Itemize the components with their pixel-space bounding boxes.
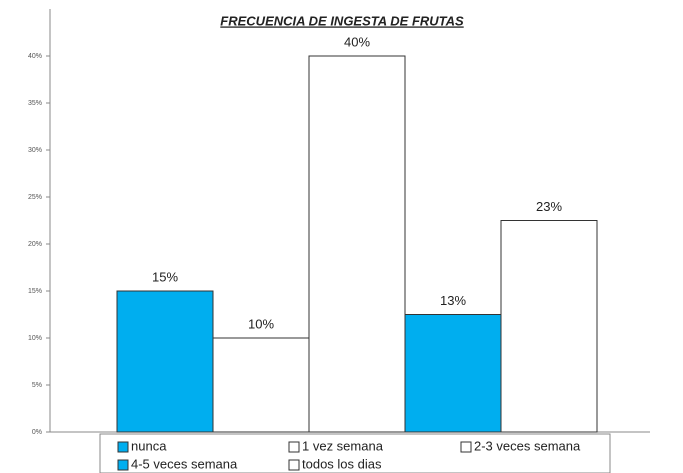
bar: [212, 337, 310, 433]
legend-label: 4-5 veces semana: [131, 456, 238, 471]
legend-label: 2-3 veces semana: [474, 438, 581, 453]
legend-label: nunca: [131, 438, 167, 453]
y-tick-label: 15%: [28, 288, 42, 295]
y-tick-label: 5%: [32, 382, 42, 389]
value-label: 13%: [440, 293, 466, 308]
value-label: 40%: [344, 34, 370, 49]
y-tick-label: 0%: [32, 429, 42, 436]
legend-swatch: [288, 441, 300, 453]
bar: [404, 314, 502, 433]
legend-label: 1 vez semana: [302, 438, 384, 453]
y-tick-label: 35%: [28, 100, 42, 107]
bar: [500, 220, 598, 433]
y-tick-label: 25%: [28, 194, 42, 201]
y-tick-label: 20%: [28, 241, 42, 248]
bar: [308, 55, 406, 433]
bar: [116, 290, 214, 433]
legend-swatch: [117, 441, 129, 453]
legend-swatch: [288, 459, 300, 471]
chart-title: FRECUENCIA DE INGESTA DE FRUTAS: [220, 13, 464, 28]
legend-swatch: [117, 459, 129, 471]
legend-swatch: [460, 441, 472, 453]
legend-box: [99, 433, 611, 473]
value-label: 15%: [152, 269, 178, 284]
y-tick-label: 40%: [28, 53, 42, 60]
value-label: 23%: [536, 199, 562, 214]
y-tick-label: 10%: [28, 335, 42, 342]
value-label: 10%: [248, 316, 274, 331]
y-tick-label: 30%: [28, 147, 42, 154]
legend-label: todos los dias: [302, 456, 382, 471]
